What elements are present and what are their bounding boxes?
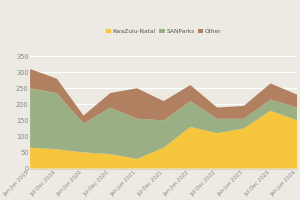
Legend: KwaZulu-Natal, SANParks, Other: KwaZulu-Natal, SANParks, Other [103, 27, 224, 36]
